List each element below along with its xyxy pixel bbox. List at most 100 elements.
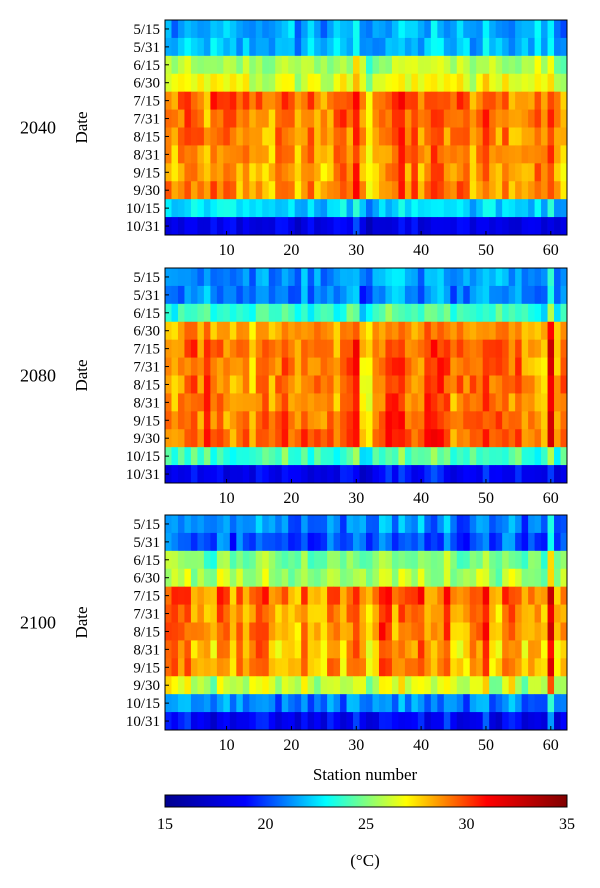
heatmap-cell	[333, 712, 341, 731]
heatmap-cell	[463, 568, 471, 588]
heatmap-cell	[366, 640, 373, 659]
heatmap-cell	[398, 199, 406, 218]
heatmap-cell	[437, 640, 445, 659]
heatmap-cell	[521, 411, 529, 430]
heatmap-cell	[547, 550, 555, 570]
heatmap-cell	[508, 20, 516, 39]
heatmap-cell	[417, 181, 425, 200]
heatmap-cell	[554, 447, 561, 466]
heatmap-cell	[391, 73, 399, 93]
heatmap-cell	[560, 640, 568, 659]
heatmap-cell	[521, 640, 529, 659]
heatmap-cell	[372, 447, 380, 466]
heatmap-cell	[294, 303, 302, 323]
heatmap-cell	[515, 55, 523, 75]
heatmap-cell	[482, 694, 490, 713]
heatmap-cell	[489, 676, 497, 695]
heatmap-cell	[301, 393, 309, 412]
heatmap-cell	[482, 658, 490, 677]
heatmap-cell	[177, 429, 185, 448]
y-tick-label: 10/31	[126, 467, 160, 483]
heatmap-cell	[281, 285, 289, 305]
heatmap-cell	[489, 303, 497, 323]
heatmap-cell	[288, 145, 296, 164]
heatmap-cell	[541, 658, 548, 677]
heatmap-cell	[560, 604, 568, 623]
heatmap-cell	[184, 181, 192, 200]
heatmap-cell	[307, 586, 315, 605]
heatmap-cell	[262, 217, 270, 236]
heatmap-cell	[378, 429, 386, 448]
heatmap-cell	[502, 217, 510, 236]
heatmap-cell	[378, 411, 386, 430]
heatmap-cell	[275, 465, 283, 484]
heatmap-cell	[366, 604, 373, 623]
heatmap-cell	[236, 73, 244, 93]
heatmap-cell	[346, 568, 354, 588]
heatmap-cell	[404, 712, 412, 731]
heatmap-cell	[255, 37, 263, 57]
heatmap-cell	[456, 532, 464, 552]
heatmap-cell	[398, 622, 406, 641]
heatmap-cell	[301, 181, 309, 200]
y-tick-label: 8/15	[133, 377, 160, 393]
heatmap-cell	[469, 217, 477, 236]
heatmap-cell	[482, 676, 490, 695]
heatmap-cell	[255, 109, 263, 128]
heatmap-cell	[223, 604, 231, 623]
heatmap-cell	[372, 375, 380, 394]
heatmap-cell	[236, 321, 244, 341]
heatmap-cell	[327, 145, 334, 164]
heatmap-cell	[171, 109, 179, 128]
heatmap-cell	[430, 55, 438, 75]
heatmap-cell	[190, 447, 198, 466]
heatmap-cell	[242, 658, 250, 677]
heatmap-cell	[547, 622, 555, 641]
heatmap-cell	[391, 447, 399, 466]
heatmap-cell	[229, 127, 237, 146]
heatmap-cell	[359, 127, 367, 146]
heatmap-cell	[411, 109, 419, 128]
y-tick-label: 6/30	[133, 571, 160, 587]
heatmap-cell	[515, 268, 523, 287]
heatmap-cell	[521, 37, 529, 57]
heatmap-cell	[281, 429, 289, 448]
heatmap-cell	[307, 163, 315, 182]
heatmap-cell	[262, 127, 270, 146]
heatmap-cell	[554, 217, 561, 236]
heatmap-cell	[541, 321, 548, 341]
heatmap-cell	[190, 604, 198, 623]
heatmap-cell	[411, 447, 419, 466]
heatmap-cell	[327, 55, 334, 75]
heatmap-cell	[430, 658, 438, 677]
heatmap-cell	[184, 268, 192, 287]
heatmap-cell	[515, 658, 523, 677]
heatmap-cell	[359, 339, 367, 358]
heatmap-cell	[210, 586, 218, 605]
heatmap-cell	[547, 447, 555, 466]
heatmap-cell	[411, 217, 419, 236]
heatmap-cell	[378, 375, 386, 394]
heatmap-cell	[307, 411, 315, 430]
heatmap-cell	[346, 181, 354, 200]
heatmap-cell	[190, 375, 198, 394]
heatmap-cell	[320, 268, 328, 287]
heatmap-cell	[359, 622, 367, 641]
heatmap-cell	[327, 217, 334, 236]
heatmap-cell	[430, 199, 438, 218]
heatmap-cell	[262, 568, 270, 588]
heatmap-cell	[528, 429, 535, 448]
heatmap-cell	[398, 217, 406, 236]
heatmap-cell	[366, 321, 373, 341]
heatmap-cell	[378, 393, 386, 412]
heatmap-cell	[314, 515, 322, 534]
heatmap-cell	[301, 640, 309, 659]
heatmap-cell	[333, 163, 341, 182]
heatmap-cell	[437, 604, 445, 623]
heatmap-cell	[275, 658, 283, 677]
heatmap-cell	[359, 532, 367, 552]
heatmap-cell	[223, 357, 231, 376]
heatmap-cell	[508, 676, 516, 695]
heatmap-cell	[489, 465, 497, 484]
heatmap-cell	[463, 429, 471, 448]
